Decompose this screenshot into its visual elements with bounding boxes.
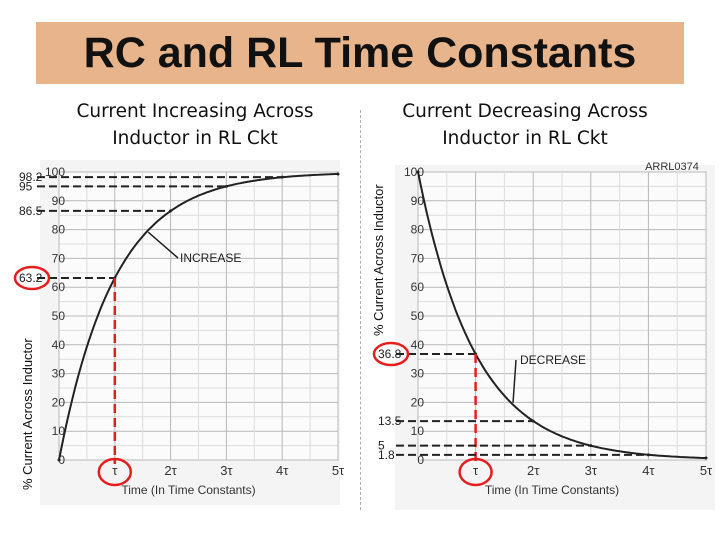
right-marked-value-label: 1.8 bbox=[378, 448, 395, 462]
left-curve-line bbox=[58, 172, 339, 461]
left-y-tick-label: 0 bbox=[58, 453, 65, 467]
right-highlight-value-circle bbox=[372, 341, 410, 367]
right-x-tick-label: 3τ bbox=[585, 463, 598, 478]
right-marked-value-label: 13.5 bbox=[378, 414, 402, 428]
right-y-tick-label: 100 bbox=[404, 165, 424, 179]
right-y-tick-label: 40 bbox=[411, 338, 425, 352]
left-subtitle: Current Increasing Across Inductor in RL… bbox=[55, 98, 335, 152]
right-y-tick-label: 10 bbox=[411, 424, 425, 438]
right-figure-code: ARRL0374 bbox=[645, 161, 699, 173]
left-marked-value-label: 95 bbox=[19, 179, 33, 193]
left-subtitle-line1: Current Increasing Across bbox=[76, 101, 314, 122]
left-y-tick-label: 50 bbox=[52, 309, 66, 323]
right-y-tick-label: 60 bbox=[411, 280, 425, 294]
right-x-tick-label: 5τ bbox=[700, 463, 713, 478]
right-subtitle-line2: Inductor in RL Ckt bbox=[442, 128, 608, 149]
right-y-tick-label: 90 bbox=[411, 194, 425, 208]
left-y-tick-label: 90 bbox=[52, 194, 66, 208]
right-y-tick-label: 80 bbox=[411, 223, 425, 237]
right-marked-value-label: 5 bbox=[378, 439, 385, 453]
slide-title: RC and RL Time Constants bbox=[83, 29, 637, 77]
right-x-tick-label: τ bbox=[473, 463, 479, 478]
left-data-point bbox=[224, 184, 228, 188]
left-y-tick-label: 70 bbox=[52, 251, 66, 265]
right-curve-label: DECREASE bbox=[520, 353, 586, 367]
left-y-tick-label: 80 bbox=[52, 223, 66, 237]
right-y-tick-label: 50 bbox=[411, 309, 425, 323]
left-y-tick-label: 20 bbox=[52, 395, 66, 409]
left-y-tick-label: 60 bbox=[52, 280, 66, 294]
right-marked-value-label: 36.8 bbox=[378, 347, 402, 361]
left-marked-value-label: 63.2 bbox=[19, 271, 43, 285]
left-data-point bbox=[57, 458, 61, 462]
panel-divider bbox=[360, 110, 361, 510]
right-data-point bbox=[704, 456, 708, 460]
right-curve-line bbox=[417, 171, 707, 460]
left-x-tick-label: τ bbox=[112, 463, 118, 478]
right-x-tick-label: 2τ bbox=[527, 463, 540, 478]
left-x-tick-label: 5τ bbox=[332, 463, 345, 478]
left-subtitle-line2: Inductor in RL Ckt bbox=[112, 128, 278, 149]
right-x-axis-label: Time (In Time Constants) bbox=[485, 483, 619, 497]
right-y-tick-label: 20 bbox=[411, 395, 425, 409]
title-banner: RC and RL Time Constants bbox=[36, 22, 684, 84]
left-x-tick-label: 3τ bbox=[220, 463, 233, 478]
right-subtitle: Current Decreasing Across Inductor in RL… bbox=[380, 98, 670, 152]
right-y-tick-label: 70 bbox=[411, 251, 425, 265]
left-y-tick-label: 40 bbox=[52, 338, 66, 352]
right-curve-label-arrow bbox=[512, 359, 517, 403]
left-highlight-tau-circle bbox=[97, 457, 133, 487]
right-y-tick-label: 30 bbox=[411, 367, 425, 381]
right-highlight-tau-circle bbox=[458, 457, 493, 487]
left-x-axis-label: Time (In Time Constants) bbox=[121, 483, 255, 497]
left-y-tick-label: 100 bbox=[45, 165, 65, 179]
right-subtitle-line1: Current Decreasing Across bbox=[402, 101, 648, 122]
right-y-tick-label: 0 bbox=[417, 453, 424, 467]
left-y-tick-label: 10 bbox=[52, 424, 66, 438]
left-curve-label: INCREASE bbox=[180, 251, 241, 265]
left-curve-label-arrow bbox=[147, 231, 179, 259]
right-data-point bbox=[416, 170, 420, 174]
left-y-tick-label: 30 bbox=[52, 367, 66, 381]
left-marked-value-label: 98.2 bbox=[19, 170, 43, 184]
left-x-tick-label: 4τ bbox=[276, 463, 289, 478]
left-highlight-value-circle bbox=[13, 265, 51, 291]
left-data-point bbox=[336, 172, 340, 176]
left-x-tick-label: 2τ bbox=[164, 463, 177, 478]
left-marked-value-label: 86.5 bbox=[19, 204, 43, 218]
right-x-tick-label: 4τ bbox=[642, 463, 655, 478]
